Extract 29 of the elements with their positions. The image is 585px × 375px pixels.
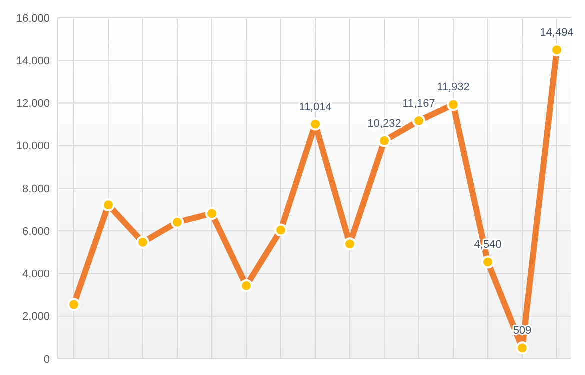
- data-label: 11,932: [437, 82, 470, 94]
- point: [274, 224, 288, 237]
- point: [102, 198, 115, 212]
- y-tick-label: 2,000: [22, 311, 50, 324]
- data-label: 14,494: [540, 27, 574, 40]
- point: [206, 207, 218, 220]
- point: [447, 98, 460, 112]
- point: [136, 236, 150, 249]
- point: [344, 238, 356, 251]
- point: [240, 279, 253, 292]
- y-tick-label: 12,000: [16, 98, 50, 110]
- point: [482, 256, 494, 269]
- point: [550, 44, 564, 57]
- point: [309, 118, 322, 131]
- y-tick-label: 16,000: [16, 12, 50, 25]
- data-label: 10,232: [368, 118, 402, 130]
- y-tick-label: 4,000: [22, 268, 50, 281]
- point: [378, 134, 391, 148]
- y-tick-label: 8,000: [22, 183, 50, 196]
- point: [516, 342, 529, 355]
- y-tick-label: 0: [44, 354, 50, 366]
- point: [412, 114, 426, 128]
- point: [68, 298, 80, 312]
- y-tick-label: 6,000: [22, 226, 50, 238]
- y-tick-label: 14,000: [16, 55, 50, 68]
- data-label: 11,014: [299, 101, 332, 114]
- y-tick-label: 10,000: [16, 140, 50, 153]
- data-label: 11,167: [402, 98, 436, 110]
- point: [171, 216, 184, 229]
